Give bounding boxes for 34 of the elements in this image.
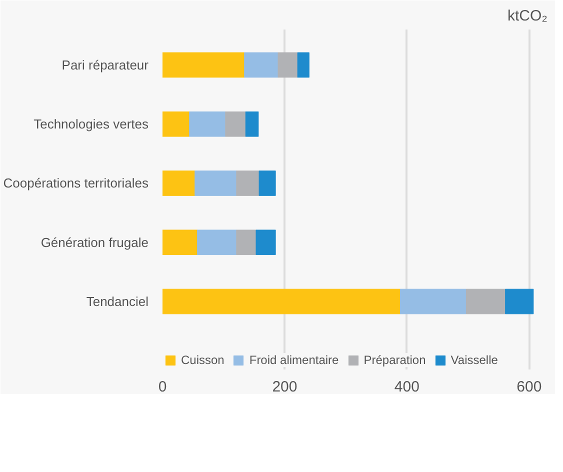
- legend-label: Cuisson: [181, 353, 224, 367]
- legend-label: Froid alimentaire: [249, 353, 339, 367]
- y-tick-label: Coopérations territoriales: [3, 176, 149, 191]
- bar: [162, 230, 198, 256]
- bar: [162, 111, 190, 137]
- bar: [197, 230, 237, 256]
- legend-label: Préparation: [364, 353, 426, 367]
- x-tick-label: 400: [394, 378, 420, 396]
- bar: [225, 111, 246, 137]
- x-tick-label: 0: [158, 378, 167, 396]
- bar: [162, 170, 196, 196]
- bar: [189, 111, 226, 137]
- x-tick-label: 200: [272, 378, 298, 396]
- legend-label: Vaisselle: [450, 353, 498, 367]
- bar: [236, 170, 260, 196]
- y-tick-label: Technologies vertes: [34, 116, 149, 132]
- bar: [400, 288, 466, 314]
- x-axis-title: ktCO₂: [508, 8, 548, 24]
- y-tick-label: Tendanciel: [86, 294, 149, 309]
- bar: [258, 170, 276, 196]
- bar: [505, 288, 534, 314]
- bar: [466, 288, 506, 314]
- bar: [236, 230, 256, 256]
- bar: [278, 52, 298, 78]
- y-tick-label: Pari réparateur: [62, 57, 150, 72]
- bar: [244, 52, 278, 78]
- bar: [194, 170, 237, 196]
- bar: [245, 111, 259, 137]
- y-tick-label: Génération frugale: [40, 234, 149, 250]
- bar: [297, 52, 310, 78]
- bar: [162, 52, 245, 78]
- bar: [256, 230, 276, 256]
- x-tick-label: 600: [516, 378, 542, 396]
- bar: [162, 288, 400, 314]
